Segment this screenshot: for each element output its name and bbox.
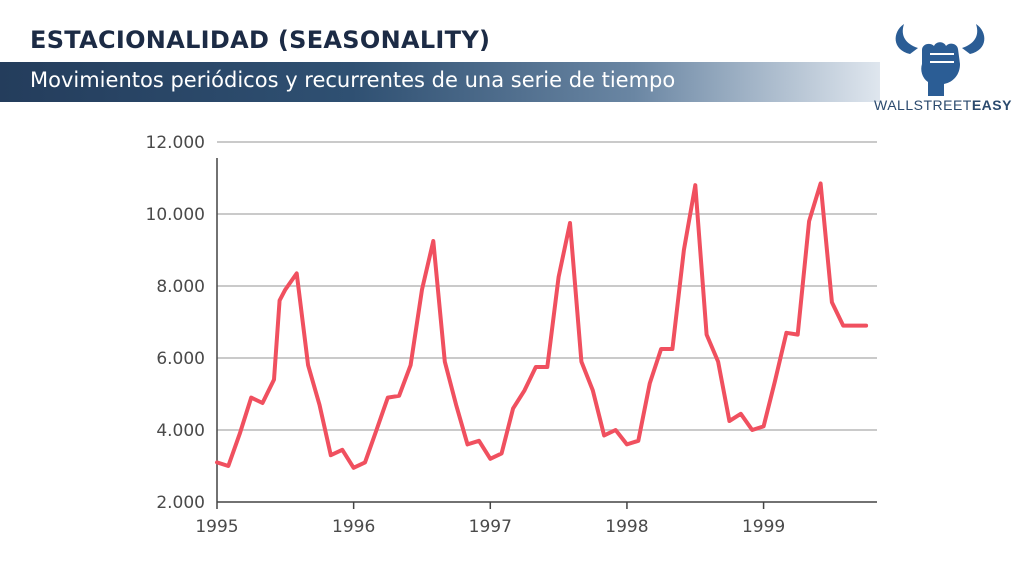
bull-fist-logo-icon: [895, 24, 985, 96]
brand-name-light: WALLSTREET: [874, 97, 972, 113]
y-tick-labels: 2.000 4.000 6.000 8.000 10.000 12.000: [146, 133, 205, 513]
x-tick-label: 1999: [742, 517, 785, 537]
y-tick-label: 4.000: [156, 421, 205, 441]
series: [215, 181, 869, 470]
page-title: ESTACIONALIDAD (SEASONALITY): [30, 26, 491, 54]
axes: [216, 158, 877, 509]
y-tick-label: 8.000: [156, 277, 205, 297]
y-tick-label: 6.000: [156, 349, 205, 369]
x-tick-label: 1998: [605, 517, 648, 537]
brand-name-bold: EASY: [971, 97, 1012, 113]
y-tick-label: 10.000: [146, 205, 205, 225]
subtitle-band: [0, 62, 880, 102]
x-tick-label: 1995: [195, 517, 238, 537]
brand-name: WALLSTREETEASY: [874, 97, 1014, 113]
page-subtitle: Movimientos periódicos y recurrentes de …: [30, 68, 676, 92]
y-tick-label: 12.000: [146, 133, 205, 153]
series-line-0: [215, 181, 869, 470]
y-tick-label: 2.000: [156, 493, 205, 513]
x-tick-label: 1997: [469, 517, 512, 537]
x-tick-labels: 1995 1996 1997 1998 1999: [195, 517, 785, 537]
x-tick-label: 1996: [332, 517, 375, 537]
